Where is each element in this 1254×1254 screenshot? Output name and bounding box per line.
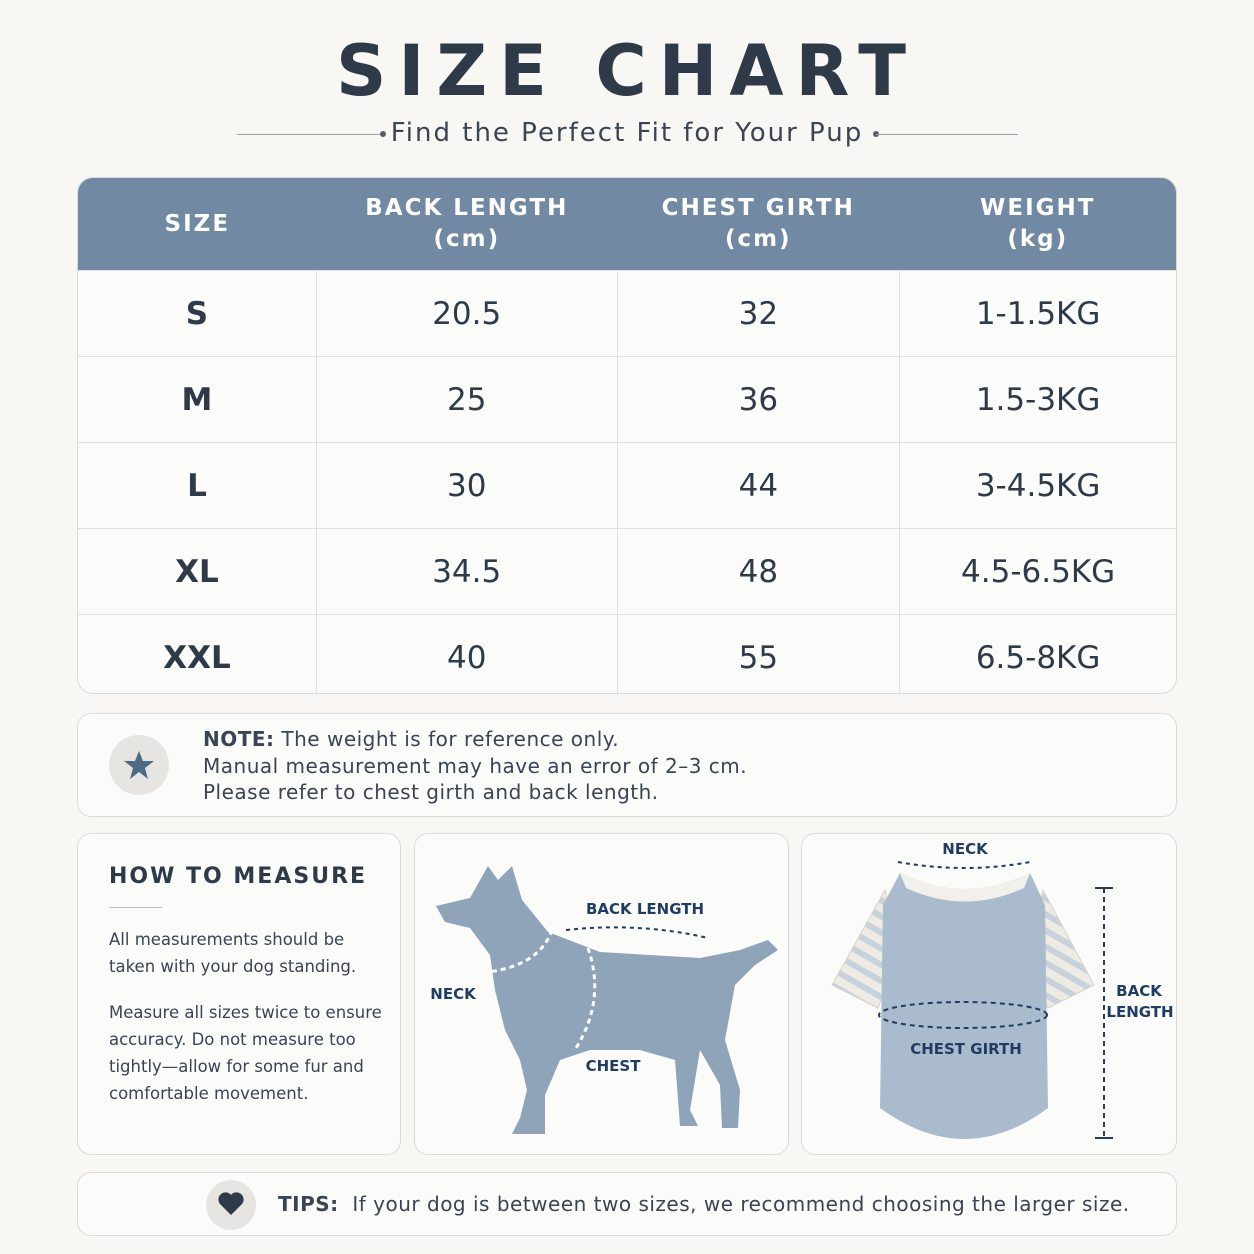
note-box [77, 713, 1177, 817]
paragraph: All measurements should be taken with yo… [109, 930, 357, 976]
header-unit: (kg) [1007, 226, 1069, 252]
table-cell: 34.5 [315, 529, 617, 614]
table-cell: 20.5 [315, 271, 617, 356]
header-cell: SIZE [78, 178, 317, 270]
table-cell: M [181, 381, 213, 418]
table-cell: XL [175, 553, 219, 590]
table-cell: 4.5-6.5KG [899, 529, 1176, 614]
table-row: XL 34.5 48 4.5-6.5KG [78, 528, 1176, 614]
header-label: CHEST GIRTH [661, 195, 855, 221]
header-label: BACK LENGTH [365, 195, 569, 221]
note-line: NOTE: The weight is for reference only. [203, 726, 747, 753]
note-line: The weight is for reference only. [281, 727, 620, 751]
tips-text: TIPS: If your dog is between two sizes, … [278, 1192, 1130, 1216]
table-row: XXL 40 55 6.5-8KG [78, 614, 1176, 693]
header-unit: (cm) [433, 226, 501, 252]
header-label: SIZE [164, 210, 231, 237]
divider [876, 134, 1018, 135]
table-cell: 1-1.5KG [899, 271, 1176, 356]
header-label: WEIGHT [980, 195, 1096, 221]
table-cell: 48 [616, 529, 900, 614]
tips-box [77, 1172, 1177, 1236]
divider [237, 134, 382, 135]
how-title: HOW TO MEASURE [109, 864, 368, 889]
table-row: S 20.5 32 1-1.5KG [78, 270, 1176, 356]
header-cell: BACK LENGTH (cm) [317, 178, 617, 270]
table-cell: 30 [315, 443, 617, 528]
header-cell: WEIGHT (kg) [900, 178, 1177, 270]
subtitle: Find the Perfect Fit for Your Pup [390, 118, 864, 148]
table-cell: 25 [315, 357, 617, 442]
table-cell: 36 [616, 357, 900, 442]
table-cell: 3-4.5KG [899, 443, 1176, 528]
shirt-panel [801, 833, 1177, 1155]
divider-dot [380, 131, 386, 137]
divider [109, 907, 162, 908]
note-text: NOTE: The weight is for reference only. … [203, 726, 747, 806]
table-cell: L [187, 467, 207, 504]
note-line: Please refer to chest girth and back len… [203, 780, 659, 804]
tips-body: If your dog is between two sizes, we rec… [352, 1192, 1130, 1216]
table-cell: 6.5-8KG [899, 615, 1176, 693]
table-row: L 30 44 3-4.5KG [78, 442, 1176, 528]
header-row: SIZE BACK LENGTH (cm) CHEST GIRTH (cm) WEIGHT… [78, 178, 1176, 270]
paragraph: Measure all sizes twice to ensure accura… [109, 1003, 382, 1103]
table-cell: 55 [616, 615, 900, 693]
table-cell: 44 [616, 443, 900, 528]
note-line: Manual measurement may have an error of … [203, 753, 748, 778]
table-cell: 32 [616, 271, 900, 356]
table-cell: 40 [315, 615, 617, 693]
size-table: SIZE BACK LENGTH (cm) CHEST GIRTH (cm) WEIGHT… [77, 177, 1177, 694]
tips-label: TIPS: [278, 1192, 339, 1216]
dog-panel [414, 833, 789, 1155]
header-cell: CHEST GIRTH (cm) [617, 178, 899, 270]
table-cell: S [185, 295, 209, 332]
table-cell: 1.5-3KG [899, 357, 1176, 442]
table-row: M 25 36 1.5-3KG [78, 356, 1176, 442]
table-cell: XXL [163, 639, 231, 676]
header-unit: (cm) [724, 226, 792, 252]
note-label: NOTE: [203, 727, 275, 751]
how-panel [77, 833, 401, 1155]
title: SIZE CHART [335, 30, 919, 112]
